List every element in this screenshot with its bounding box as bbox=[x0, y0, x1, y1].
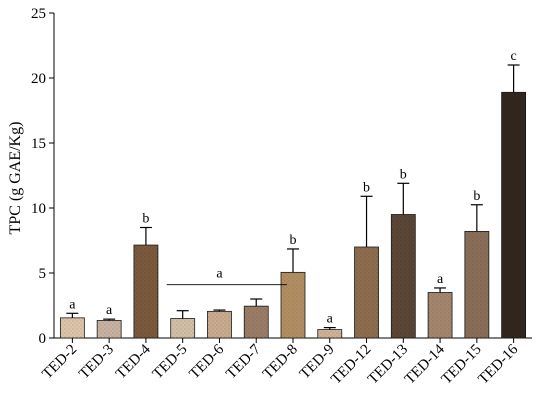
significance-letter-ted-2: a bbox=[69, 297, 76, 312]
bar-texture-ted-3 bbox=[97, 320, 122, 338]
x-tick-label-ted-4: TED-4 bbox=[113, 341, 154, 382]
bar-texture-ted-13 bbox=[391, 214, 416, 338]
bar-texture-ted-15 bbox=[464, 231, 489, 338]
y-tick-label: 15 bbox=[31, 136, 46, 152]
bar-texture-ted-12 bbox=[354, 247, 379, 338]
x-tick-label-ted-16: TED-16 bbox=[475, 341, 521, 387]
plot-area: 0510152025aTED-2aTED-3bTED-4TED-5TED-6TE… bbox=[31, 6, 532, 388]
significance-letter-ted-8: b bbox=[290, 233, 297, 248]
x-tick-label-ted-5: TED-5 bbox=[150, 342, 191, 383]
bar-texture-ted-2 bbox=[60, 317, 85, 338]
x-tick-label-ted-6: TED-6 bbox=[187, 341, 228, 382]
bar-texture-ted-6 bbox=[207, 311, 232, 338]
y-tick-label: 5 bbox=[39, 266, 47, 282]
x-tick-label-ted-14: TED-14 bbox=[402, 341, 448, 387]
bar-texture-ted-7 bbox=[244, 306, 269, 338]
significance-letter-ted-4: b bbox=[142, 212, 149, 227]
bar-texture-ted-14 bbox=[428, 292, 453, 338]
x-tick-label-ted-3: TED-3 bbox=[76, 342, 117, 383]
bar-texture-ted-8 bbox=[281, 272, 305, 338]
significance-letter-ted-14: a bbox=[437, 272, 444, 287]
significance-letter-ted-3: a bbox=[106, 303, 113, 318]
bar-texture-ted-4 bbox=[133, 245, 158, 338]
x-tick-label-ted-13: TED-13 bbox=[365, 342, 411, 388]
significance-letter-ted-9: a bbox=[327, 312, 334, 327]
significance-letter-ted-13: b bbox=[400, 167, 407, 182]
significance-letter-ted-16: c bbox=[511, 49, 517, 64]
y-tick-label: 25 bbox=[31, 6, 46, 22]
group-significance-letter: a bbox=[216, 267, 223, 282]
bar-texture-ted-9 bbox=[317, 329, 342, 338]
significance-letter-ted-12: b bbox=[363, 180, 370, 195]
bar-texture-ted-5 bbox=[170, 318, 195, 338]
x-tick-label-ted-12: TED-12 bbox=[328, 342, 374, 388]
bar-texture-ted-16 bbox=[501, 92, 526, 338]
x-tick-label-ted-7: TED-7 bbox=[223, 341, 264, 382]
x-tick-label-ted-8: TED-8 bbox=[260, 342, 301, 383]
significance-letter-ted-15: b bbox=[473, 189, 480, 204]
y-tick-label: 10 bbox=[31, 201, 46, 217]
x-tick-label-ted-15: TED-15 bbox=[439, 342, 485, 388]
y-axis-title: TPC (g GAE/Kg) bbox=[7, 122, 24, 235]
y-tick-label: 0 bbox=[39, 331, 47, 347]
x-tick-label-ted-2: TED-2 bbox=[39, 342, 80, 383]
y-tick-label: 20 bbox=[31, 71, 46, 87]
